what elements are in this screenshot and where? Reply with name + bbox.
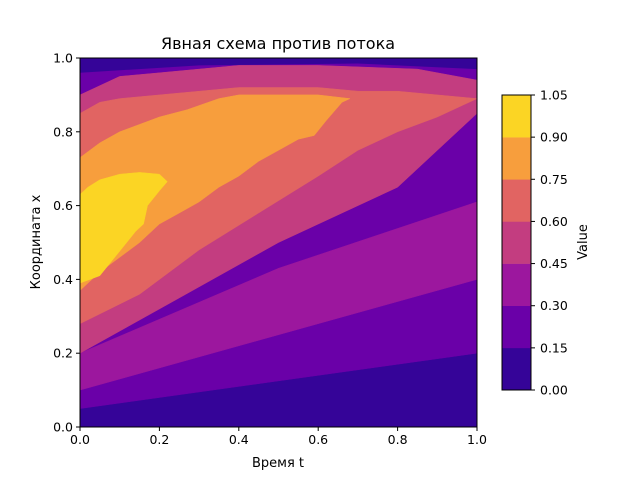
- plot-frame: [79, 57, 478, 428]
- x-axis-label: Время t: [252, 456, 304, 471]
- colorbar-tick-label: 0.45: [540, 256, 568, 271]
- y-tick-label: 0.4: [53, 272, 73, 287]
- contour-region-1: [80, 279, 477, 409]
- colorbar-tick-label: 0.30: [540, 298, 568, 313]
- contour-region-top-edge: [80, 58, 477, 73]
- contour-region-0: [80, 352, 477, 427]
- colorbar-tick-label: 0.60: [540, 214, 568, 229]
- y-tick-label: 0.0: [53, 420, 73, 435]
- colorbar-tick-label: 0.90: [540, 130, 568, 145]
- x-tick-label: 0.0: [70, 432, 90, 447]
- x-tick-label: 1.0: [467, 432, 487, 447]
- colorbar-tick-label: 0.00: [540, 383, 568, 398]
- x-tick-label: 0.4: [229, 432, 249, 447]
- colorbar-tick-label: 0.75: [540, 172, 568, 187]
- contour-region-2: [80, 201, 477, 391]
- colorbar-segment: [502, 95, 531, 138]
- contour-region-5: [80, 94, 351, 291]
- colorbar-label: Value: [576, 224, 591, 260]
- y-tick-label: 0.8: [53, 124, 73, 139]
- y-tick-label: 1.0: [53, 51, 73, 66]
- y-tick-label: 0.6: [53, 198, 73, 213]
- colorbar-segment: [502, 305, 531, 349]
- colorbar: 0.00 0.15 0.30 0.45 0.60 0.75 0.90 1.05: [501, 88, 568, 398]
- x-tick-label: 0.8: [388, 432, 408, 447]
- colorbar-segment: [502, 347, 531, 391]
- x-tick-label: 0.2: [149, 432, 169, 447]
- y-axis-label: Координата x: [29, 194, 44, 289]
- chart-title: Явная схема против потока: [161, 34, 395, 53]
- colorbar-segment: [502, 263, 531, 307]
- colorbar-segment: [502, 137, 531, 180]
- y-tick-label: 0.2: [53, 346, 73, 361]
- x-axis: 0.0 0.2 0.4 0.6 0.8 1.0: [70, 427, 487, 447]
- x-tick-label: 0.6: [308, 432, 328, 447]
- colorbar-segment: [502, 221, 531, 264]
- colorbar-frame: [501, 94, 532, 391]
- colorbar-tick-label: 0.15: [540, 340, 568, 355]
- plot-area: [79, 57, 478, 428]
- colorbar-segment: [502, 179, 531, 222]
- y-axis: 0.0 0.2 0.4 0.6 0.8 1.0: [53, 51, 80, 435]
- contour-region-6: [80, 172, 168, 284]
- colorbar-tick-label: 1.05: [540, 88, 568, 103]
